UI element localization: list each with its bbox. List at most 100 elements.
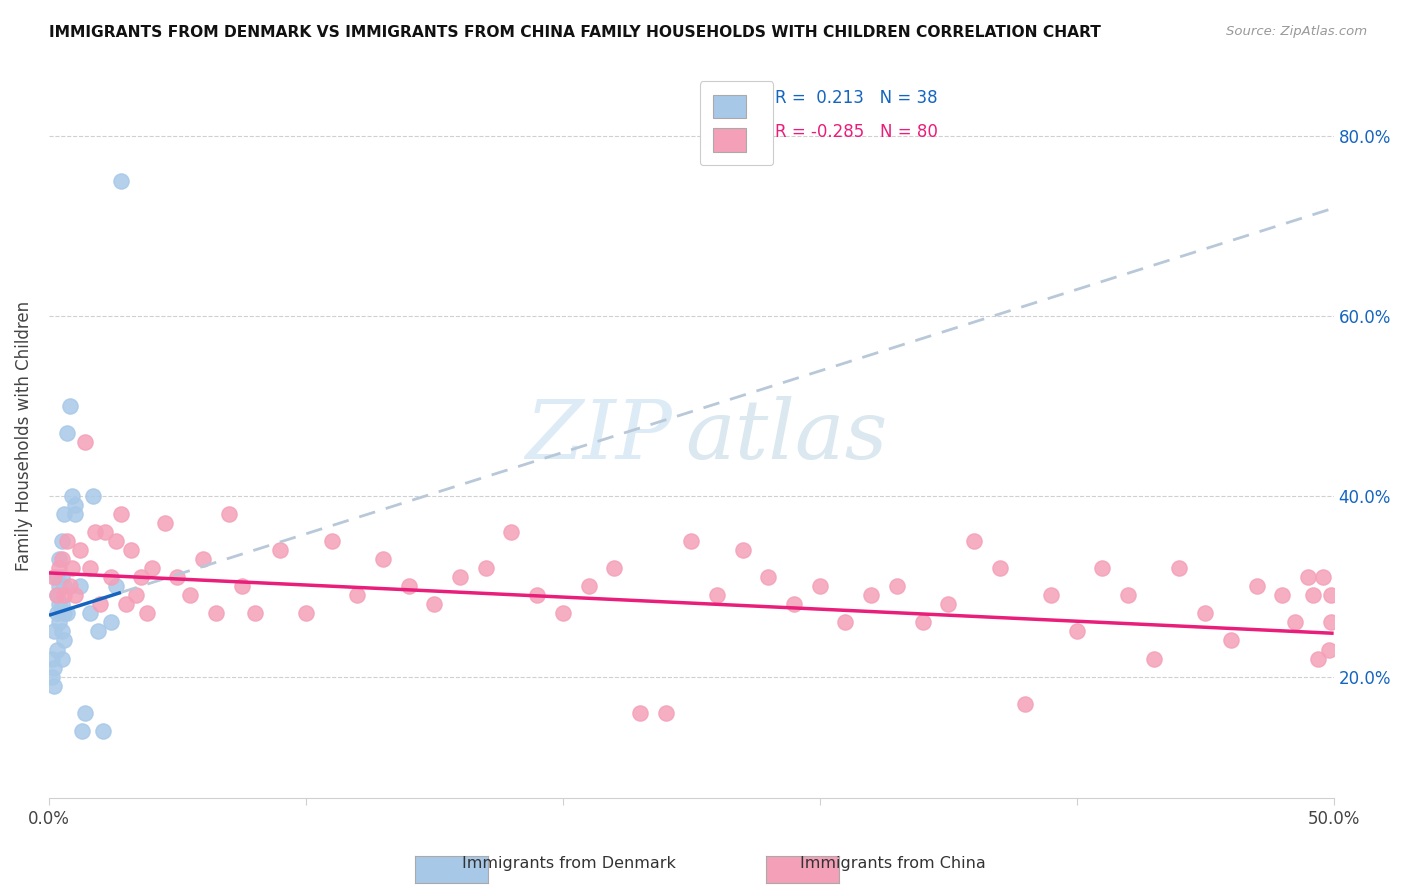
Point — [681, 534, 703, 549]
Point — [63, 499, 86, 513]
Point — [295, 607, 318, 621]
Point — [110, 508, 132, 522]
Point — [53, 579, 76, 593]
Point — [58, 579, 80, 593]
Point — [654, 706, 676, 720]
Point — [1194, 607, 1216, 621]
Point — [82, 489, 104, 503]
Point — [758, 570, 780, 584]
Point — [42, 624, 65, 639]
Point — [53, 607, 76, 621]
Point — [104, 534, 127, 549]
Point — [58, 399, 80, 413]
Point — [41, 669, 63, 683]
Point — [72, 723, 94, 738]
Text: R =  0.213   N = 38: R = 0.213 N = 38 — [775, 89, 938, 107]
Point — [48, 615, 70, 630]
Point — [834, 615, 856, 630]
Point — [731, 543, 754, 558]
Point — [1320, 589, 1343, 603]
Point — [48, 552, 70, 566]
Point — [603, 561, 626, 575]
Point — [141, 561, 163, 575]
Point — [69, 543, 91, 558]
Point — [87, 624, 110, 639]
Point — [73, 706, 96, 720]
Point — [45, 570, 67, 584]
Point — [131, 570, 153, 584]
Point — [936, 598, 959, 612]
Point — [1302, 589, 1324, 603]
Point — [1143, 651, 1166, 665]
Point — [1271, 589, 1294, 603]
Text: IMMIGRANTS FROM DENMARK VS IMMIGRANTS FROM CHINA FAMILY HOUSEHOLDS WITH CHILDREN: IMMIGRANTS FROM DENMARK VS IMMIGRANTS FR… — [49, 25, 1101, 40]
Y-axis label: Family Households with Children: Family Households with Children — [15, 301, 32, 571]
Point — [51, 651, 73, 665]
Point — [706, 589, 728, 603]
Point — [100, 615, 122, 630]
Point — [79, 561, 101, 575]
Point — [218, 508, 240, 522]
Point — [51, 570, 73, 584]
Point — [1317, 642, 1340, 657]
Point — [53, 589, 76, 603]
Point — [153, 516, 176, 531]
Point — [42, 679, 65, 693]
Point — [51, 534, 73, 549]
Point — [783, 598, 806, 612]
Point — [423, 598, 446, 612]
Point — [860, 589, 883, 603]
Point — [115, 598, 138, 612]
Point — [398, 579, 420, 593]
Point — [56, 426, 79, 441]
Point — [48, 579, 70, 593]
Text: Source: ZipAtlas.com: Source: ZipAtlas.com — [1226, 25, 1367, 38]
Point — [94, 525, 117, 540]
Point — [1116, 589, 1139, 603]
Point — [911, 615, 934, 630]
Point — [988, 561, 1011, 575]
Legend: , : , — [700, 81, 773, 165]
Text: R = -0.285   N = 80: R = -0.285 N = 80 — [775, 123, 938, 142]
Point — [63, 589, 86, 603]
Point — [51, 598, 73, 612]
Text: Immigrants from China: Immigrants from China — [800, 855, 986, 871]
Point — [125, 589, 148, 603]
Point — [84, 525, 107, 540]
Point — [243, 607, 266, 621]
Point — [1320, 615, 1343, 630]
Point — [42, 660, 65, 674]
Point — [474, 561, 496, 575]
Point — [60, 489, 83, 503]
Point — [1066, 624, 1088, 639]
Point — [191, 552, 214, 566]
Point — [205, 607, 228, 621]
Point — [231, 579, 253, 593]
Point — [886, 579, 908, 593]
Point — [1091, 561, 1114, 575]
Text: Immigrants from Denmark: Immigrants from Denmark — [463, 855, 676, 871]
Point — [56, 534, 79, 549]
Point — [73, 435, 96, 450]
Point — [41, 651, 63, 665]
Point — [1296, 570, 1319, 584]
Point — [166, 570, 188, 584]
Point — [60, 561, 83, 575]
Point — [371, 552, 394, 566]
Point — [346, 589, 368, 603]
Point — [449, 570, 471, 584]
Point — [179, 589, 201, 603]
Point — [79, 607, 101, 621]
Point — [808, 579, 831, 593]
Point — [1168, 561, 1191, 575]
Text: atlas: atlas — [685, 395, 887, 475]
Point — [63, 508, 86, 522]
Point — [963, 534, 986, 549]
Point — [551, 607, 574, 621]
Point — [45, 642, 67, 657]
Point — [89, 598, 111, 612]
Point — [1308, 651, 1330, 665]
Point — [1246, 579, 1268, 593]
Point — [45, 589, 67, 603]
Point — [1284, 615, 1306, 630]
